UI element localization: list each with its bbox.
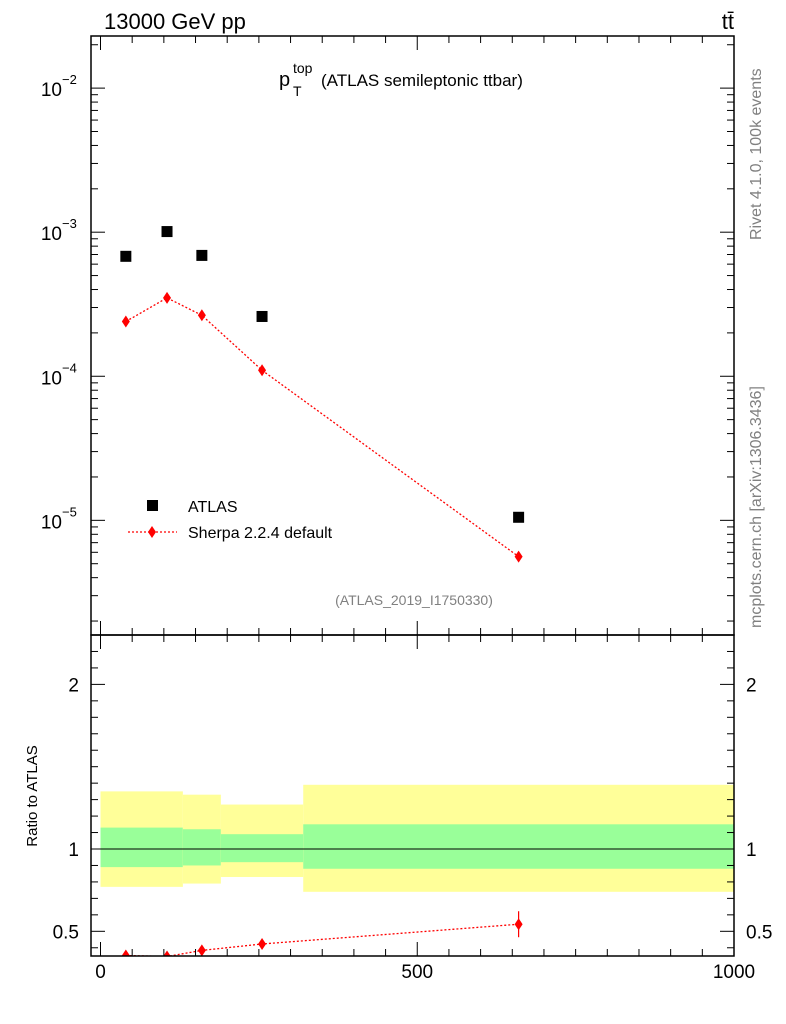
x-tick-label: 500 (401, 962, 433, 983)
main-y-tick-exponent: −4 (62, 360, 77, 375)
ratio-band-inner (100, 827, 183, 868)
atlas-point (196, 249, 208, 261)
ratio-sherpa-point (514, 918, 523, 931)
legend-atlas-marker (147, 500, 158, 511)
plot-title-superscript: top (293, 60, 313, 76)
ratio-sherpa-point (163, 950, 171, 956)
plot-title-p: p (279, 69, 290, 91)
ratio-y-tick-label-left: 0.5 (53, 922, 79, 943)
plot-title-text: (ATLAS semileptonic ttbar) (321, 71, 523, 90)
ratio-y-tick-label-right: 1 (746, 840, 757, 861)
x-tick-label: 1000 (713, 962, 755, 983)
legend: ATLAS Sherpa 2.2.4 default (128, 499, 333, 542)
main-y-tick-label: 10 (41, 80, 62, 101)
sherpa-point (258, 364, 267, 377)
atlas-point (513, 511, 525, 523)
x-tick-label: 0 (95, 962, 106, 983)
legend-atlas-label: ATLAS (188, 499, 238, 516)
main-y-tick-label: 10 (41, 512, 62, 533)
ratio-y-tick-label-right: 2 (746, 675, 757, 696)
atlas-point (256, 310, 268, 322)
ratio-sherpa-point (121, 949, 130, 956)
main-plot-panel: 10−210−310−410−5 p top T (ATLAS semilept… (41, 35, 735, 636)
main-y-tick-exponent: −5 (62, 504, 77, 519)
atlas-point (161, 226, 173, 238)
sherpa-line (125, 297, 519, 558)
main-y-tick-label: 10 (41, 224, 62, 245)
ratio-plot-frame (90, 634, 735, 957)
plot-title-subscript: T (293, 83, 302, 99)
main-y-tick-exponent: −3 (62, 216, 77, 231)
legend-sherpa-marker (148, 526, 156, 538)
ratio-band-inner (303, 824, 734, 869)
ratio-sherpa-point (258, 937, 267, 950)
ratio-y-axis-label: Ratio to ATLAS (24, 745, 41, 846)
ratio-band-inner (220, 834, 304, 863)
main-plot-frame (90, 35, 735, 636)
sherpa-point (514, 550, 523, 563)
sherpa-point (197, 309, 206, 322)
header-process-label: tt̄ (722, 9, 734, 34)
mcplots-reference-label: mcplots.cern.ch [arXiv:1306.3436] (748, 386, 765, 628)
ratio-y-tick-label-right: 0.5 (746, 922, 772, 943)
main-y-tick-label: 10 (41, 368, 62, 389)
analysis-id-label: (ATLAS_2019_I1750330) (335, 592, 493, 608)
legend-sherpa-label: Sherpa 2.2.4 default (188, 525, 333, 542)
rivet-version-label: Rivet 4.1.0, 100k events (748, 68, 765, 240)
header-energy-label: 13000 GeV pp (104, 9, 246, 34)
sherpa-point (163, 291, 172, 304)
atlas-point (120, 250, 132, 262)
ratio-band-inner (182, 829, 221, 866)
ratio-plot-panel: 0.5 0.5 1 1 2 2 0 500 1000 Ratio to ATLAS (24, 634, 772, 983)
ratio-y-tick-label-left: 2 (68, 675, 79, 696)
ratio-sherpa-point (197, 944, 206, 956)
ratio-y-tick-label-left: 1 (68, 840, 79, 861)
main-y-tick-exponent: −2 (62, 72, 77, 87)
sherpa-point (121, 315, 130, 328)
